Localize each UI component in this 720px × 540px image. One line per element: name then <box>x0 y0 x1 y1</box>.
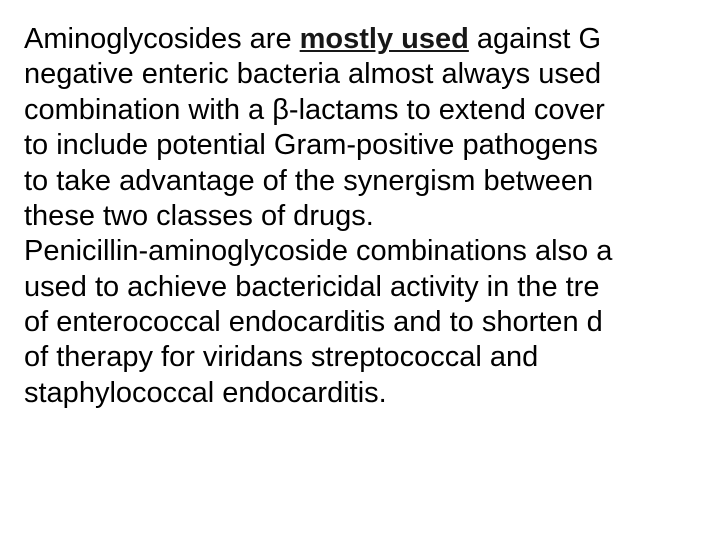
text-line: Aminoglycosides are mostly used against … <box>24 22 720 57</box>
text-segment: Aminoglycosides are <box>24 23 300 55</box>
text-line: of therapy for viridans streptococcal an… <box>24 340 720 375</box>
text-line: negative enteric bacteria almost always … <box>24 57 720 92</box>
text-segment: against G <box>469 23 601 55</box>
text-line: to include potential Gram-positive patho… <box>24 128 720 163</box>
text-line: of enterococcal endocarditis and to shor… <box>24 305 720 340</box>
text-line: used to achieve bactericidal activity in… <box>24 270 720 305</box>
text-line: staphylococcal endocarditis. <box>24 376 720 411</box>
text-line: Penicillin-aminoglycoside combinations a… <box>24 234 720 269</box>
text-line: combination with a β-lactams to extend c… <box>24 93 720 128</box>
text-line: these two classes of drugs. <box>24 199 720 234</box>
slide-body: Aminoglycosides are mostly used against … <box>0 0 720 540</box>
text-line: to take advantage of the synergism betwe… <box>24 164 720 199</box>
emphasized-text: mostly used <box>300 23 469 55</box>
